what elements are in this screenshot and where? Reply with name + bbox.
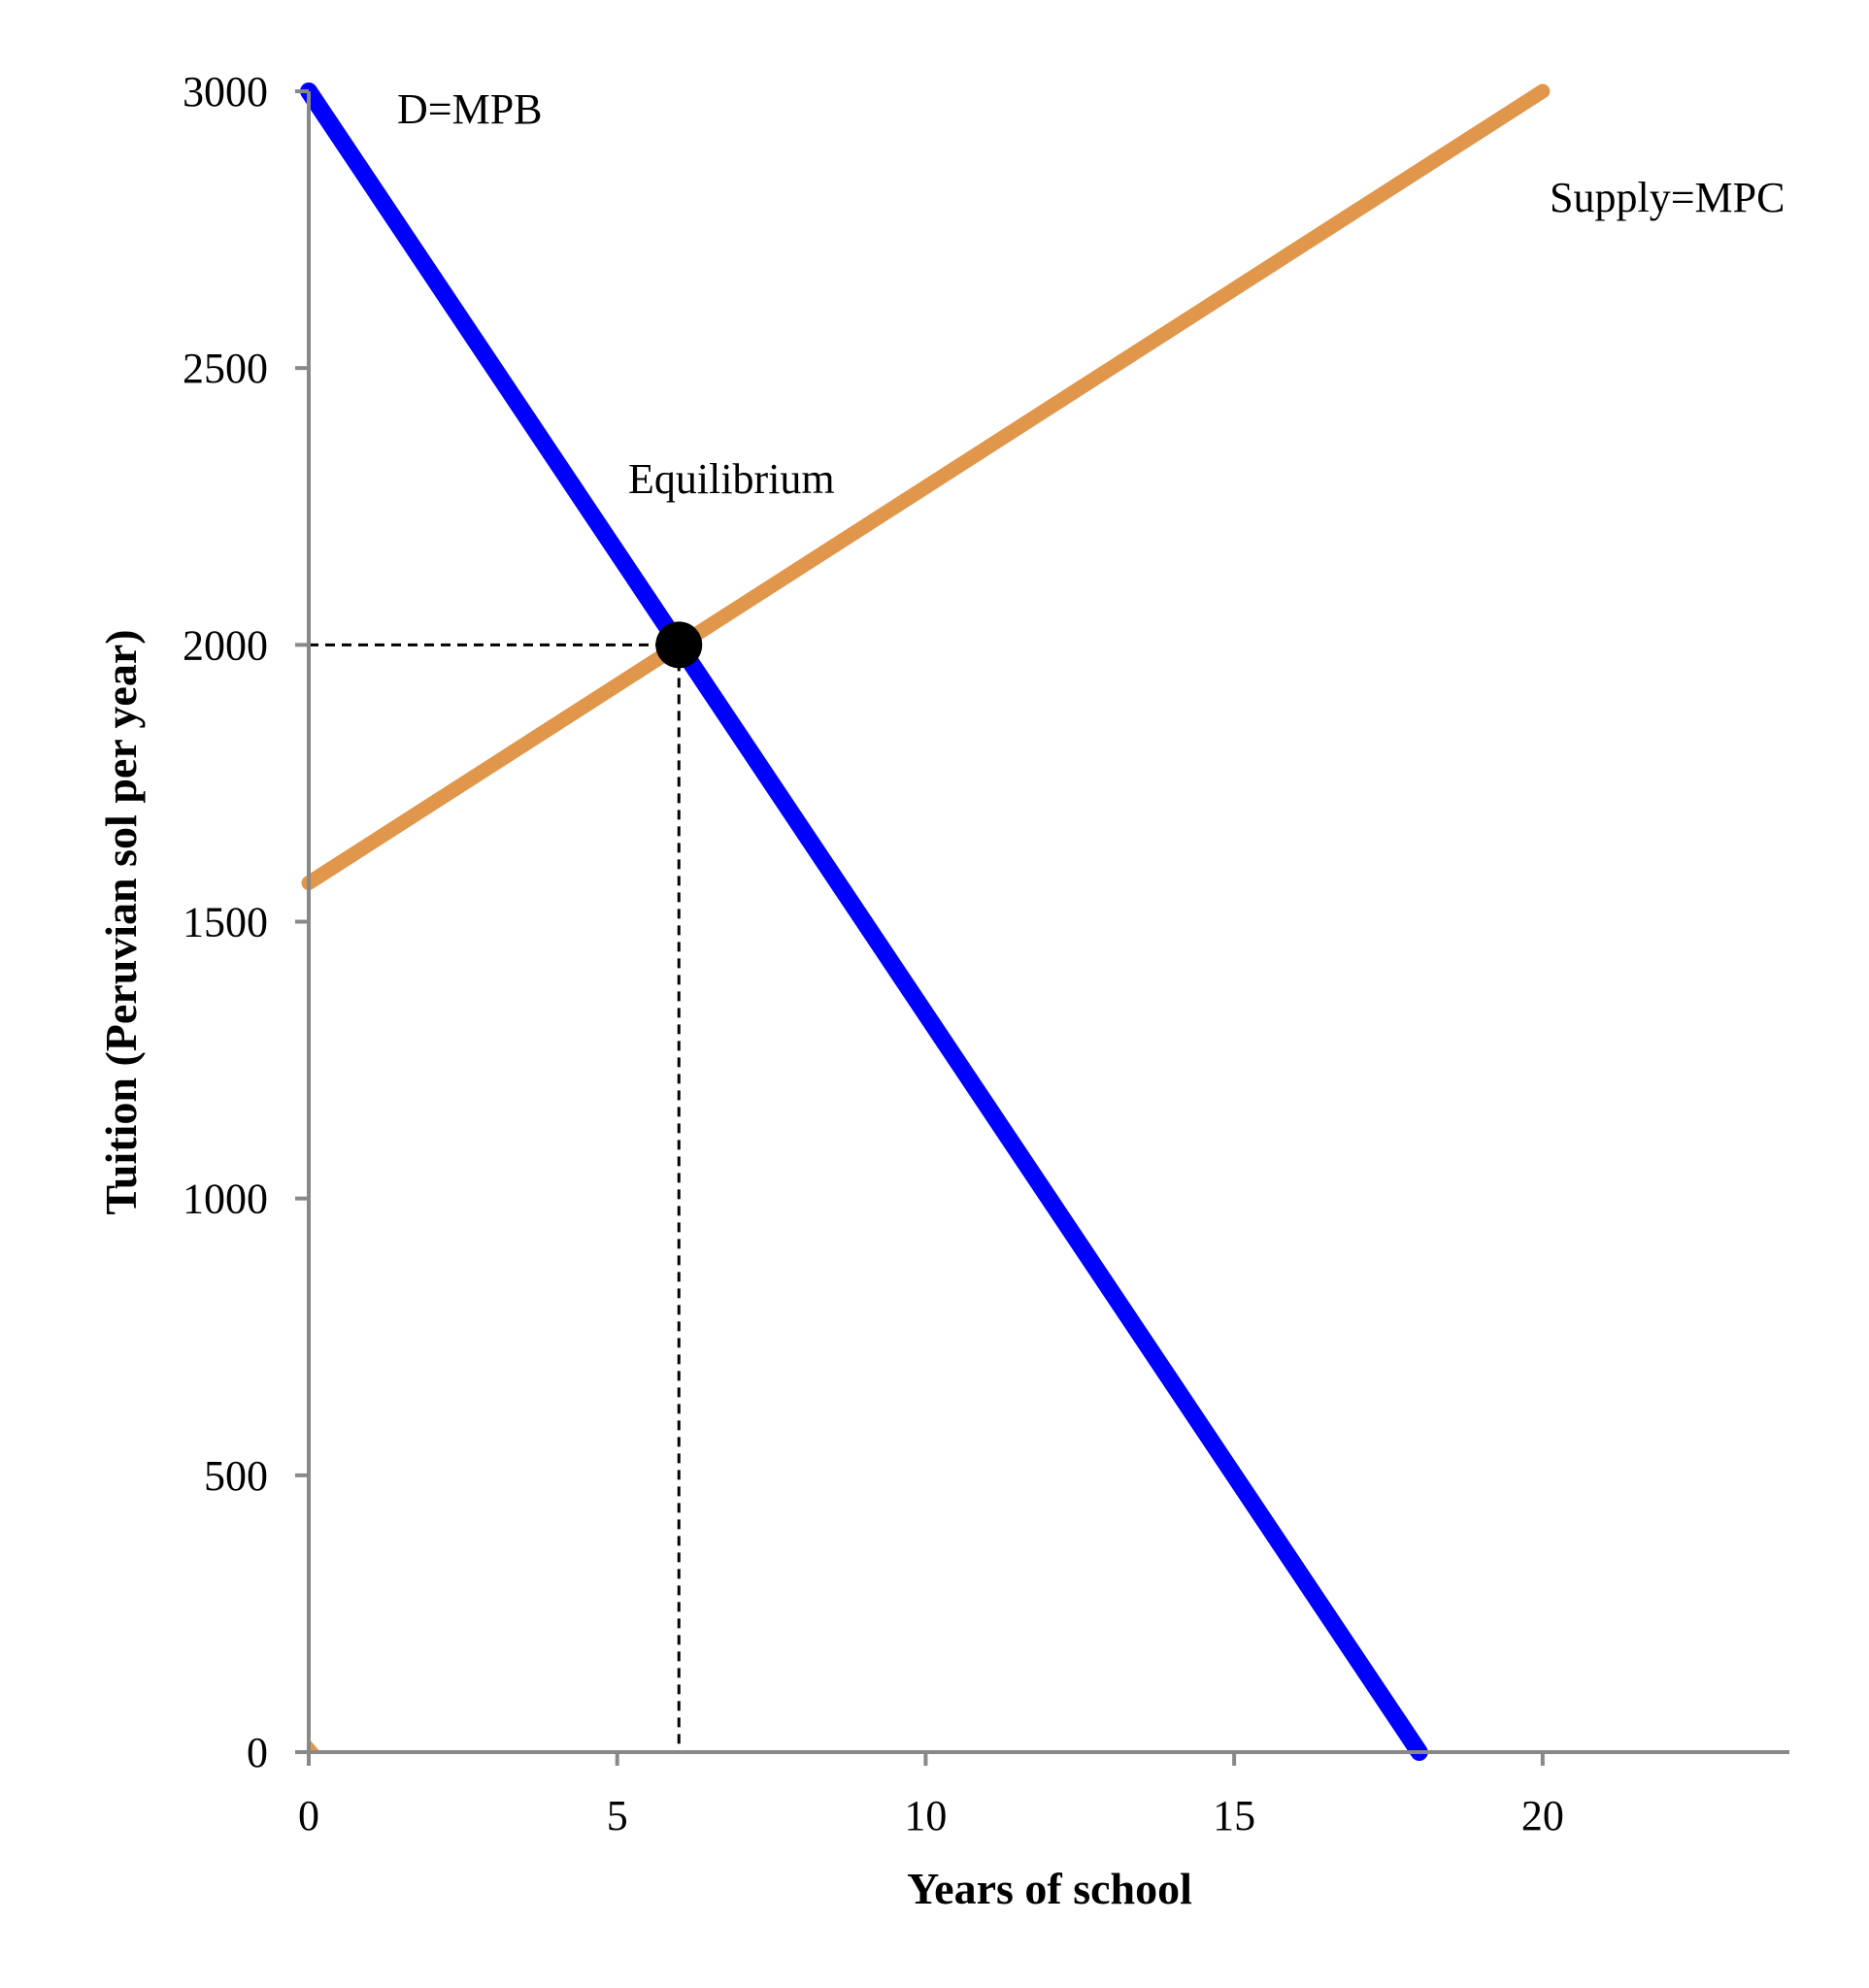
supply-label: Supply=MPC	[1550, 174, 1785, 221]
y-tick-label: 1000	[183, 1176, 268, 1223]
x-tick-label: 10	[904, 1792, 947, 1839]
y-tick-label: 2500	[183, 345, 268, 392]
x-tick-label: 0	[298, 1792, 319, 1839]
equilibrium-label: Equilibrium	[628, 455, 835, 503]
origin-marker	[309, 1739, 320, 1752]
y-tick-label: 3000	[183, 68, 268, 116]
x-tick-label: 5	[607, 1792, 628, 1839]
y-tick-label: 2000	[183, 621, 268, 669]
y-tick-label: 500	[204, 1452, 268, 1500]
y-tick-label: 1500	[183, 899, 268, 946]
supply-line	[301, 83, 1551, 891]
equilibrium-point	[655, 621, 703, 669]
x-tick-label: 15	[1213, 1792, 1255, 1839]
demand-line	[300, 83, 1428, 1761]
x-tick-label: 20	[1521, 1792, 1564, 1839]
y-tick-label: 0	[247, 1729, 268, 1776]
y-axis-title: Tuition (Peruvian sol per year)	[96, 629, 146, 1214]
demand-label: D=MPB	[397, 85, 543, 133]
x-axis-title: Years of school	[907, 1864, 1192, 1913]
